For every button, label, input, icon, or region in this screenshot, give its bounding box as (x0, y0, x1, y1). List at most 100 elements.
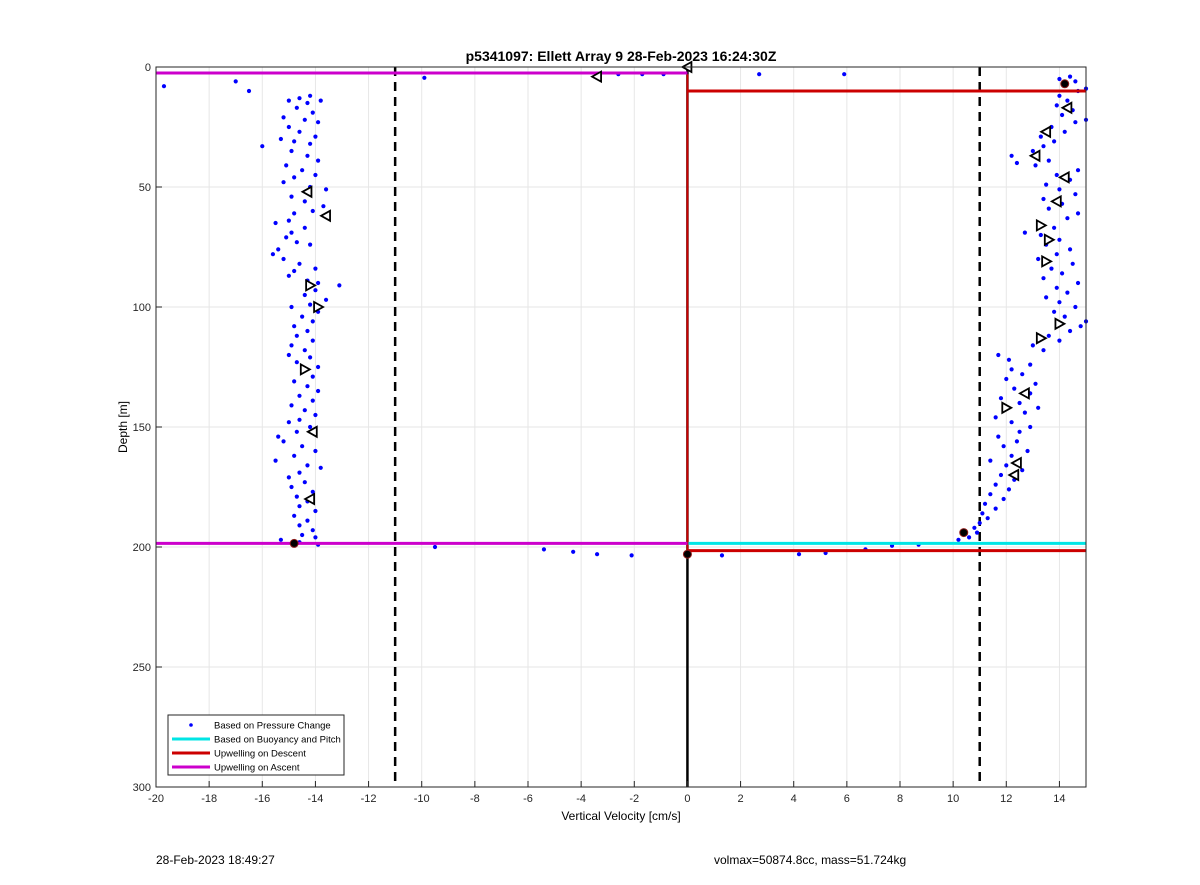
pressure-change-point (281, 256, 286, 262)
pressure-change-point (988, 458, 993, 463)
pressure-change-point (308, 302, 313, 307)
pressure-change-point (1062, 129, 1067, 134)
pressure-change-point (985, 516, 990, 521)
pressure-change-point (315, 280, 321, 286)
pressure-change-point (1036, 405, 1041, 410)
pressure-change-point (302, 199, 307, 204)
pressure-change-point (233, 79, 238, 84)
pressure-change-point (1004, 376, 1009, 382)
pressure-change-point (1030, 343, 1035, 348)
data-series (156, 60, 1089, 559)
pressure-change-point (1078, 324, 1083, 329)
pressure-change-point (966, 535, 972, 540)
pressure-change-point (323, 187, 329, 192)
pressure-change-point (757, 72, 762, 77)
pressure-change-point (1017, 429, 1022, 434)
pressure-change-point (1009, 453, 1014, 458)
pressure-change-point (1033, 163, 1038, 168)
pressure-change-point (1006, 487, 1012, 492)
pressure-change-point (1046, 206, 1051, 211)
y-tick-label: 300 (133, 782, 151, 794)
axes: -20 -18 -16 -14 -12 -10 -8 -6 -4 -2 0 2 4 6 8 10 12 14050… (133, 62, 1087, 805)
pressure-change-point (281, 180, 286, 185)
pressure-change-point (1070, 261, 1075, 266)
pressure-change-point (310, 319, 315, 324)
marker-right-triangle (1043, 233, 1056, 247)
pressure-change-point (974, 530, 980, 535)
pressure-change-point (1057, 187, 1062, 192)
marker-left-triangle (1060, 101, 1073, 115)
pressure-change-point (315, 158, 321, 163)
pressure-change-point (1046, 158, 1051, 163)
pressure-change-point (286, 124, 291, 130)
pressure-change-point (1006, 357, 1012, 362)
legend: Based on Pressure Change Based on Buoyanc… (167, 714, 345, 776)
pressure-change-point (1009, 420, 1014, 425)
pressure-change-point (278, 537, 283, 542)
pressure-change-point (313, 134, 318, 139)
y-tick-label: 100 (133, 302, 151, 314)
pressure-change-point (289, 194, 294, 199)
x-axis-label: Vertical Velocity [cm/s] (561, 809, 680, 823)
pressure-change-point (292, 211, 297, 216)
pressure-change-point (286, 218, 291, 223)
marker-left-triangle (1049, 194, 1062, 208)
pressure-change-point (281, 439, 286, 444)
pressure-change-point (270, 252, 276, 257)
marker-left-triangle (1039, 125, 1052, 139)
x-tick-label: -4 (576, 793, 586, 805)
pressure-change-point (310, 489, 315, 494)
pressure-change-point (629, 553, 634, 558)
pressure-change-point (286, 420, 291, 425)
pressure-change-point (323, 297, 329, 302)
pressure-change-point (315, 364, 321, 370)
pressure-change-point (1038, 134, 1043, 139)
pressure-change-point (796, 552, 802, 557)
pressure-change-point (1073, 79, 1078, 84)
pressure-change-point (996, 352, 1001, 358)
x-tick-label: 6 (844, 793, 850, 805)
pressure-change-point (313, 288, 318, 293)
pressure-change-point (1057, 76, 1062, 82)
pressure-change-point (294, 494, 299, 499)
pressure-change-point (292, 453, 297, 458)
y-tick-label: 50 (139, 182, 151, 194)
marker-right-triangle (1041, 254, 1053, 268)
pressure-change-point (1001, 444, 1006, 449)
pressure-change-point (286, 352, 291, 358)
pressure-change-point (337, 283, 342, 288)
pressure-change-point (305, 518, 310, 523)
pressure-change-point (1044, 182, 1049, 187)
pressure-change-point (297, 417, 302, 422)
pressure-change-point (310, 374, 315, 379)
pressure-change-point (310, 208, 315, 214)
pressure-change-point (305, 463, 310, 468)
pressure-change-point (305, 328, 310, 334)
pressure-change-point (1057, 300, 1062, 305)
x-tick-label: 10 (947, 793, 959, 805)
legend-box (167, 714, 345, 776)
pressure-change-point (993, 506, 998, 511)
footer-timestamp: 28-Feb-2023 18:49:27 (156, 853, 275, 867)
pressure-change-point (1067, 328, 1073, 334)
pressure-change-point (294, 333, 299, 338)
pressure-change-point (1062, 314, 1067, 319)
pressure-change-point (1054, 285, 1059, 290)
pressure-change-point (980, 511, 985, 516)
pressure-change-point (998, 472, 1004, 478)
pressure-change-point (278, 136, 283, 142)
pressure-change-point (310, 110, 315, 115)
pressure-change-point (276, 434, 281, 439)
x-tick-label: 2 (738, 793, 744, 805)
x-tick-label: 14 (1053, 793, 1065, 805)
pressure-change-point (1054, 252, 1059, 257)
pressure-change-point (1065, 290, 1070, 295)
pressure-change-point (977, 520, 982, 526)
pressure-change-point (422, 75, 427, 80)
pressure-change-point (1020, 372, 1025, 377)
pressure-change-point (1065, 98, 1070, 103)
marker-left-triangle (1018, 386, 1030, 400)
pressure-change-point (571, 549, 576, 554)
pressure-change-point (1073, 304, 1078, 310)
